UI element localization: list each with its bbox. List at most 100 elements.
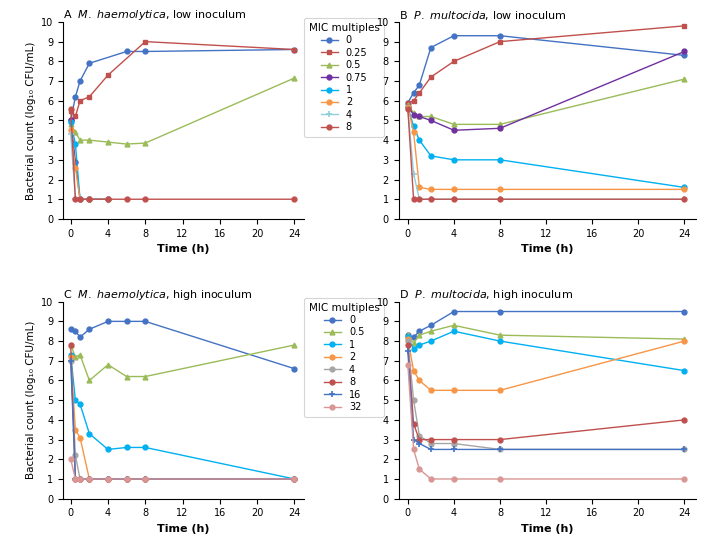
32 <box>67 456 75 463</box>
0 <box>496 308 504 315</box>
X-axis label: Time (h): Time (h) <box>157 244 209 254</box>
2 <box>67 127 75 134</box>
Line: 4: 4 <box>67 131 112 203</box>
4 <box>67 131 75 138</box>
4 <box>681 196 689 203</box>
Line: 16: 16 <box>67 357 298 482</box>
Line: 32: 32 <box>68 457 297 481</box>
Line: 0: 0 <box>406 33 687 105</box>
32 <box>290 476 299 482</box>
32 <box>71 476 79 482</box>
0 <box>409 334 418 340</box>
Line: 4: 4 <box>404 105 688 203</box>
4 <box>71 452 79 459</box>
0 <box>681 308 689 315</box>
Line: 4: 4 <box>68 358 297 481</box>
4 <box>290 476 299 482</box>
2 <box>76 435 84 441</box>
Line: 0.5: 0.5 <box>68 342 297 383</box>
Line: 0: 0 <box>68 319 297 371</box>
2 <box>450 387 458 393</box>
4 <box>427 196 435 203</box>
Line: 0: 0 <box>68 47 297 123</box>
32 <box>85 476 93 482</box>
4 <box>404 338 412 344</box>
0 <box>71 94 79 100</box>
2 <box>141 476 150 482</box>
2 <box>104 476 112 482</box>
0.25 <box>404 99 412 106</box>
0.5 <box>415 332 424 339</box>
8 <box>415 436 424 443</box>
2 <box>85 196 93 203</box>
8 <box>141 196 150 203</box>
4 <box>104 196 112 203</box>
8 <box>67 105 75 112</box>
0.5 <box>71 129 79 135</box>
0.25 <box>67 107 75 114</box>
8 <box>290 196 299 203</box>
0.75 <box>85 196 93 203</box>
4 <box>67 357 75 364</box>
1 <box>496 338 504 344</box>
8 <box>415 196 424 203</box>
2 <box>450 186 458 193</box>
Line: 1: 1 <box>406 329 687 373</box>
4 <box>450 440 458 447</box>
0.25 <box>290 46 299 53</box>
4 <box>496 446 504 453</box>
X-axis label: Time (h): Time (h) <box>157 524 209 534</box>
1 <box>67 352 75 358</box>
0.75 <box>404 104 412 110</box>
16 <box>496 446 504 453</box>
0 <box>122 318 131 324</box>
0.25 <box>496 38 504 45</box>
1 <box>290 476 299 482</box>
0.75 <box>104 196 112 203</box>
1 <box>404 104 412 110</box>
0.75 <box>450 127 458 134</box>
0.25 <box>409 98 418 104</box>
2 <box>71 164 79 171</box>
0.25 <box>76 98 84 104</box>
0.5 <box>71 353 79 360</box>
Line: 1: 1 <box>68 120 110 202</box>
0 <box>450 308 458 315</box>
2 <box>681 338 689 344</box>
4 <box>409 170 418 177</box>
16 <box>71 476 79 482</box>
1 <box>409 123 418 130</box>
2 <box>496 387 504 393</box>
0.5 <box>496 332 504 339</box>
X-axis label: Time (h): Time (h) <box>521 244 574 254</box>
4 <box>141 476 150 482</box>
16 <box>290 476 299 482</box>
1 <box>415 342 424 349</box>
0 <box>404 332 412 339</box>
32 <box>122 476 131 482</box>
0.5 <box>409 109 418 116</box>
0 <box>427 44 435 51</box>
X-axis label: Time (h): Time (h) <box>521 524 574 534</box>
Line: 8: 8 <box>68 342 297 481</box>
0 <box>67 117 75 124</box>
32 <box>409 446 418 453</box>
0 <box>496 32 504 39</box>
2 <box>71 426 79 433</box>
0.5 <box>415 113 424 120</box>
8 <box>404 105 412 112</box>
0 <box>450 32 458 39</box>
32 <box>450 476 458 482</box>
0.75 <box>681 48 689 55</box>
0.25 <box>450 58 458 65</box>
1 <box>104 446 112 453</box>
16 <box>122 476 131 482</box>
16 <box>681 446 689 453</box>
Line: 2: 2 <box>68 355 297 481</box>
16 <box>85 476 93 482</box>
16 <box>415 440 424 447</box>
0.5 <box>404 332 412 339</box>
Line: 0.5: 0.5 <box>68 76 297 146</box>
0 <box>85 60 93 66</box>
8 <box>76 196 84 203</box>
